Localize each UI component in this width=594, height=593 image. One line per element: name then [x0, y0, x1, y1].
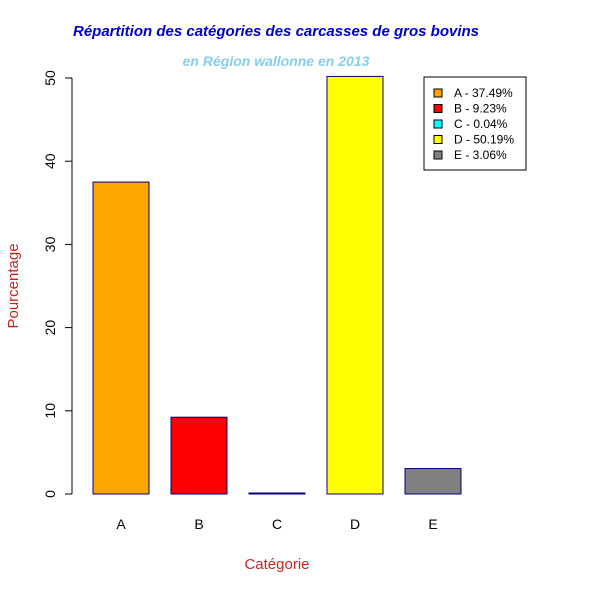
- y-axis-label: Pourcentage: [5, 243, 22, 328]
- legend-swatch: [433, 135, 443, 144]
- legend-label: A - 37.49%: [454, 86, 513, 100]
- legend-label: B - 9.23%: [454, 102, 507, 116]
- legend-swatch: [433, 119, 443, 129]
- x-tick-label: C: [272, 516, 282, 532]
- bar-d: [326, 75, 384, 495]
- legend-swatch: [433, 104, 443, 113]
- y-axis: 0 10 20 30 40 50: [42, 70, 73, 498]
- y-tick-label: 0: [42, 490, 58, 498]
- bar-b: [170, 416, 228, 495]
- chart-title: Répartition des catégories des carcasses…: [73, 23, 479, 40]
- legend: A - 37.49% B - 9.23%C - 0.04% D - 50.19%E …: [423, 76, 527, 171]
- x-tick-label: A: [116, 516, 126, 532]
- y-tick-label: 30: [42, 236, 58, 252]
- legend-swatch: [433, 150, 443, 160]
- legend-label: C - 0.04%: [454, 117, 508, 131]
- x-axis-label: Catégorie: [244, 556, 309, 573]
- y-tick-label: 10: [42, 403, 58, 419]
- bars: [92, 75, 462, 495]
- x-tick-label: E: [428, 516, 437, 532]
- bar-e: [404, 468, 462, 495]
- legend-label: E - 3.06%: [454, 148, 507, 162]
- y-tick-label: 20: [42, 320, 58, 336]
- bar-a: [92, 181, 150, 495]
- x-tick-label: D: [350, 516, 360, 532]
- legend-label: D - 50.19%: [454, 133, 514, 147]
- bar-c: [248, 492, 306, 495]
- legend-swatch: [433, 88, 443, 98]
- y-tick-label: 50: [42, 70, 58, 86]
- x-tick-label: B: [194, 516, 203, 532]
- x-axis-tick-labels: A B C D E: [116, 516, 437, 532]
- y-tick-label: 40: [42, 153, 58, 169]
- chart-subtitle: en Région wallonne en 2013: [183, 53, 370, 69]
